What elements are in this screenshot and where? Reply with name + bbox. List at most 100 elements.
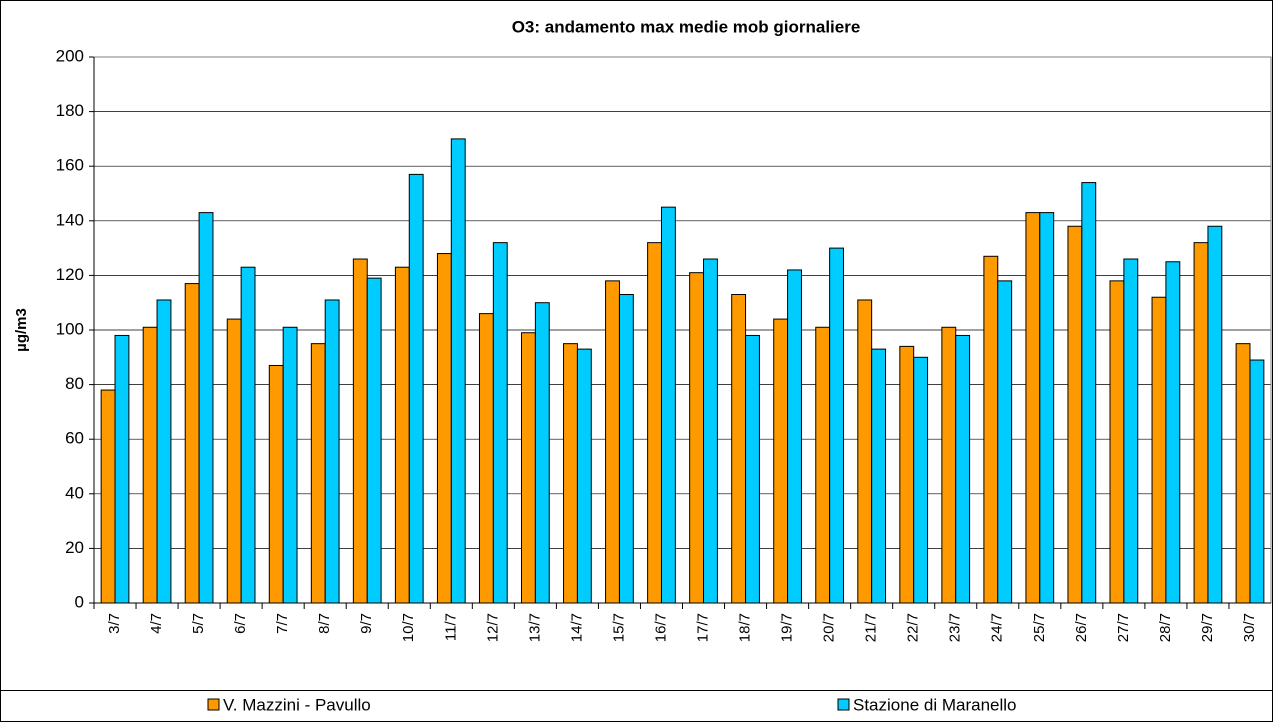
legend-swatch [837, 698, 850, 711]
x-tick-label: 30/7 [1241, 613, 1258, 642]
x-tick-label: 16/7 [652, 613, 669, 642]
bar [366, 277, 382, 604]
x-tick-label: 27/7 [1115, 613, 1132, 642]
bar [1249, 359, 1265, 604]
bar [563, 343, 578, 604]
bar [941, 326, 957, 604]
x-tick-label: 28/7 [1157, 613, 1174, 642]
bar [1025, 212, 1041, 604]
bar [1039, 212, 1055, 604]
y-tick-label: 80 [65, 374, 84, 393]
x-tick-label: 20/7 [821, 613, 838, 642]
bar [1193, 242, 1209, 604]
bar [857, 299, 873, 604]
bar [352, 258, 368, 604]
x-tick-label: 17/7 [694, 613, 711, 642]
bar [1067, 225, 1083, 604]
bar [731, 294, 747, 604]
y-tick-label: 120 [56, 265, 84, 284]
x-tick-label: 4/7 [148, 613, 165, 634]
bar [787, 269, 802, 604]
bar [1151, 296, 1167, 604]
bar [100, 389, 116, 604]
bar [983, 255, 999, 604]
x-tick-label: 3/7 [106, 613, 123, 634]
x-tick-label: 24/7 [989, 613, 1006, 642]
x-tick-label: 9/7 [358, 613, 375, 634]
bar [268, 364, 284, 604]
x-tick-label: 26/7 [1073, 613, 1090, 642]
x-tick-label: 13/7 [526, 613, 543, 642]
legend-swatch [207, 698, 220, 711]
x-tick-label: 25/7 [1031, 613, 1048, 642]
legend-label: V. Mazzini - Pavullo [223, 695, 371, 714]
bar [689, 272, 705, 604]
x-tick-label: 21/7 [863, 613, 880, 642]
bar [240, 266, 256, 604]
bar [913, 356, 929, 604]
bar [310, 343, 326, 604]
bar [408, 173, 424, 604]
bar [997, 280, 1013, 604]
bar [1109, 280, 1125, 604]
x-tick-label: 8/7 [316, 613, 333, 634]
bar [871, 348, 887, 604]
bar [1081, 182, 1097, 604]
bar [114, 334, 130, 604]
x-tick-label: 19/7 [779, 613, 796, 642]
x-tick-label: 23/7 [947, 613, 964, 642]
bar [829, 247, 844, 604]
bar [576, 348, 592, 604]
y-tick-label: 200 [56, 46, 84, 65]
chart-title: O3: andamento max medie mob giornaliere [512, 17, 861, 36]
bar [1123, 258, 1139, 604]
x-tick-label: 11/7 [442, 613, 459, 641]
bar [478, 313, 494, 604]
bar [618, 294, 634, 604]
bar [142, 326, 158, 604]
bar [156, 299, 172, 604]
bar [226, 318, 242, 604]
y-tick-label: 100 [56, 319, 84, 338]
y-tick-label: 140 [56, 210, 84, 229]
x-tick-label: 15/7 [610, 613, 627, 642]
y-axis-label: µg/m3 [13, 308, 30, 352]
bar [450, 138, 466, 604]
bar [1235, 343, 1251, 604]
bar [394, 266, 410, 604]
y-tick-label: 160 [56, 156, 84, 175]
x-tick-label: 14/7 [568, 613, 585, 642]
bar [815, 326, 831, 604]
bar [703, 258, 718, 604]
bar [660, 206, 676, 604]
bar [1165, 261, 1181, 604]
bar [534, 302, 550, 604]
bar [955, 334, 971, 604]
x-tick-label: 29/7 [1199, 613, 1216, 642]
x-tick-label: 10/7 [400, 613, 417, 642]
bar [521, 332, 536, 604]
bar [492, 242, 508, 604]
y-tick-label: 0 [75, 592, 84, 611]
x-tick-label: 7/7 [274, 613, 291, 634]
x-tick-label: 5/7 [190, 613, 207, 634]
x-tick-label: 12/7 [484, 613, 501, 642]
bar [282, 326, 298, 604]
bar [745, 334, 760, 604]
bar [773, 318, 789, 604]
y-tick-label: 60 [65, 429, 84, 448]
bar [198, 212, 214, 604]
y-tick-label: 180 [56, 101, 84, 120]
bar [899, 345, 915, 604]
x-tick-label: 18/7 [737, 613, 754, 642]
legend-label: Stazione di Maranello [853, 695, 1016, 714]
x-tick-label: 6/7 [232, 613, 249, 634]
y-tick-label: 40 [65, 483, 84, 502]
bar [647, 242, 662, 604]
y-tick-label: 20 [65, 538, 84, 557]
bar [1207, 225, 1223, 604]
bar [605, 280, 620, 604]
bar [436, 253, 452, 604]
bar [324, 299, 340, 604]
